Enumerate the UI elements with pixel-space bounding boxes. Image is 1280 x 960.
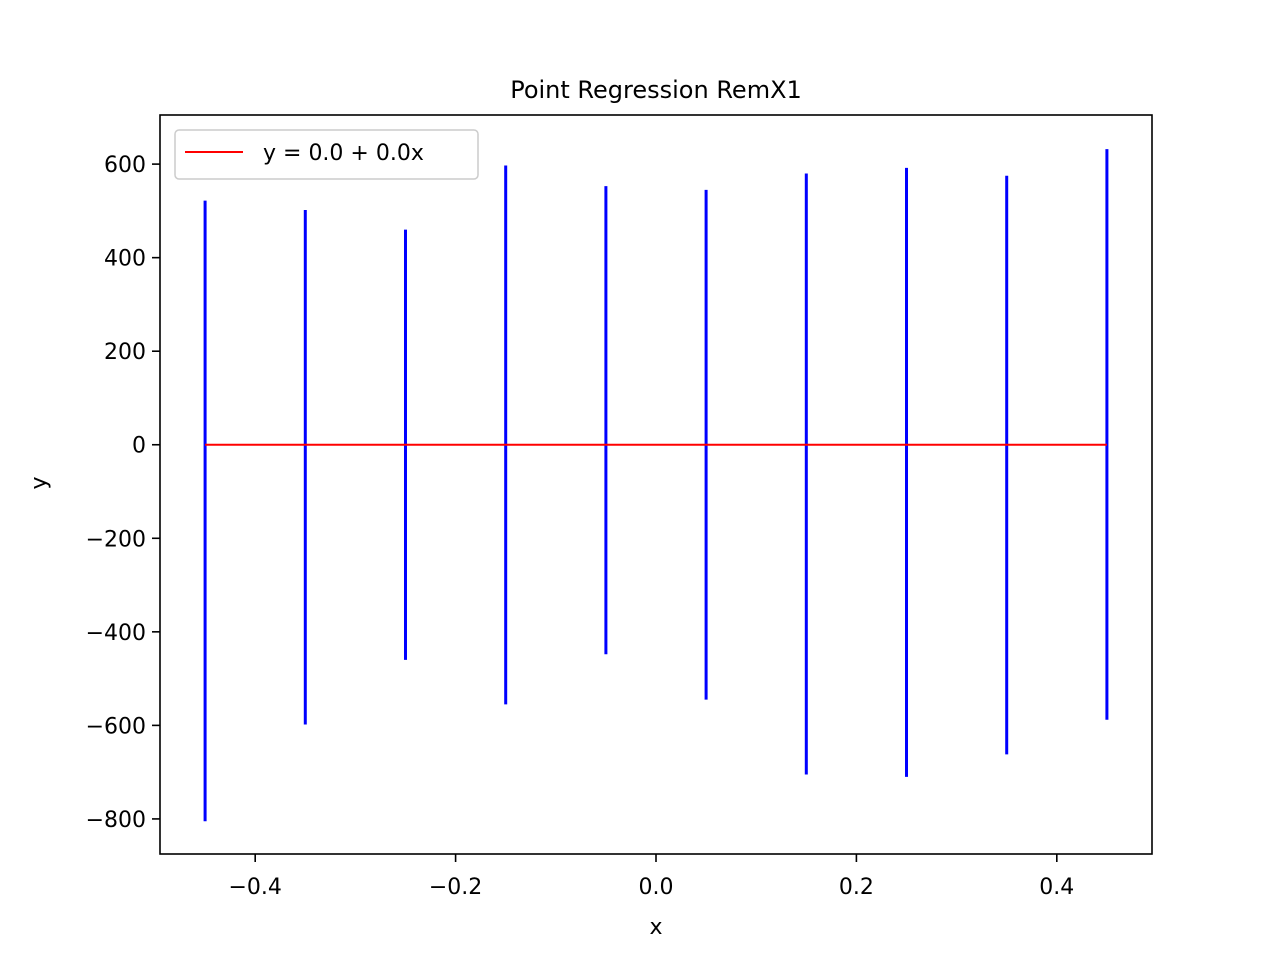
x-axis-label: x <box>649 915 662 940</box>
x-tick-label: −0.4 <box>228 875 281 900</box>
y-tick-label: 0 <box>132 434 146 459</box>
x-tick-label: 0.2 <box>839 875 874 900</box>
legend-box <box>174 129 479 180</box>
y-tick-label: 600 <box>104 153 146 178</box>
y-axis-ticks: 600 400 200 0 −200 −400 −600 −800 <box>86 153 160 833</box>
y-tick-label: 200 <box>104 340 146 365</box>
y-tick-label: −400 <box>86 621 146 646</box>
y-tick-label: −800 <box>86 808 146 833</box>
x-axis-ticks: −0.4 −0.2 0.0 0.2 0.4 <box>228 854 1074 900</box>
legend-label-regression: y = 0.0 + 0.0x <box>263 141 424 166</box>
x-tick-label: 0.4 <box>1039 875 1074 900</box>
chart-title: Point Regression RemX1 <box>510 76 802 104</box>
y-tick-label: 400 <box>104 247 146 272</box>
x-tick-label: 0.0 <box>639 875 674 900</box>
y-tick-label: −200 <box>86 527 146 552</box>
y-tick-label: −600 <box>86 714 146 739</box>
x-tick-label: −0.2 <box>429 875 482 900</box>
legend: y = 0.0 + 0.0x <box>174 129 479 180</box>
y-axis-label: y <box>27 476 52 489</box>
